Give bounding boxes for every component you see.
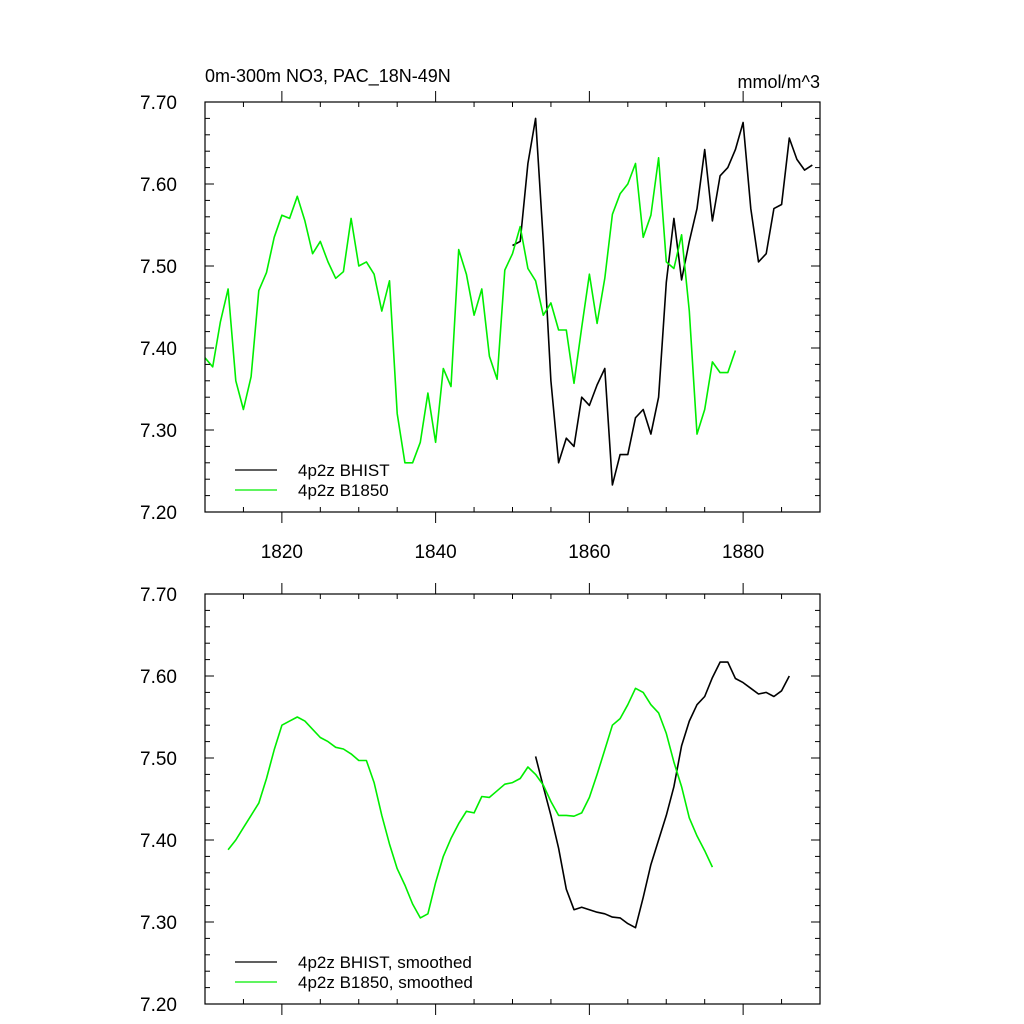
- series-line-bhist-smoothed: [534, 661, 791, 929]
- y-tick-label: 7.30: [140, 421, 177, 442]
- plot-area-top: [204, 117, 813, 486]
- units-label: mmol/m^3: [738, 72, 820, 92]
- series-line-b1850-smoothed: [227, 687, 714, 919]
- legend-label-bhist-smoothed: 4p2z BHIST, smoothed: [298, 953, 472, 972]
- panel-bottom: 7.20 7.30 7.40 7.50 7.60 7.70 4p2z BHIST, smo…: [140, 583, 821, 1016]
- y-tick-label: 7.70: [140, 585, 177, 606]
- plot-area-bottom: [227, 661, 791, 929]
- series-line-bhist: [512, 117, 813, 486]
- y-tick-label: 7.50: [140, 257, 177, 278]
- y-tick-label: 7.30: [140, 913, 177, 934]
- legend-label-b1850: 4p2z B1850: [298, 481, 389, 500]
- series-line-b1850: [204, 157, 737, 464]
- x-tick-label: 1820: [261, 542, 303, 563]
- y-tick-label: 7.60: [140, 667, 177, 688]
- panel-top: 0m-300m NO3, PAC_18N-49N mmol/m^3 7.20 7.…: [140, 66, 821, 563]
- y-tick-label: 7.40: [140, 339, 177, 360]
- plot-frame-bottom: [204, 593, 821, 1005]
- x-tick-label: 1880: [722, 542, 764, 563]
- x-tick-label: 1860: [568, 542, 610, 563]
- x-tick-label: 1840: [414, 542, 456, 563]
- legend-label-bhist: 4p2z BHIST: [298, 461, 390, 480]
- y-tick-label: 7.60: [140, 175, 177, 196]
- plot-frame-top: [204, 101, 821, 513]
- legend-top: 4p2z BHIST 4p2z B1850: [235, 461, 390, 500]
- legend-bottom: 4p2z BHIST, smoothed 4p2z B1850, smoothe…: [235, 953, 473, 992]
- y-tick-label: 7.20: [140, 995, 177, 1016]
- legend-label-b1850-smoothed: 4p2z B1850, smoothed: [298, 973, 473, 992]
- chart-title: 0m-300m NO3, PAC_18N-49N: [205, 66, 451, 87]
- y-tick-label: 7.50: [140, 749, 177, 770]
- y-tick-label: 7.20: [140, 503, 177, 524]
- y-tick-label: 7.40: [140, 831, 177, 852]
- y-tick-label: 7.70: [140, 93, 177, 114]
